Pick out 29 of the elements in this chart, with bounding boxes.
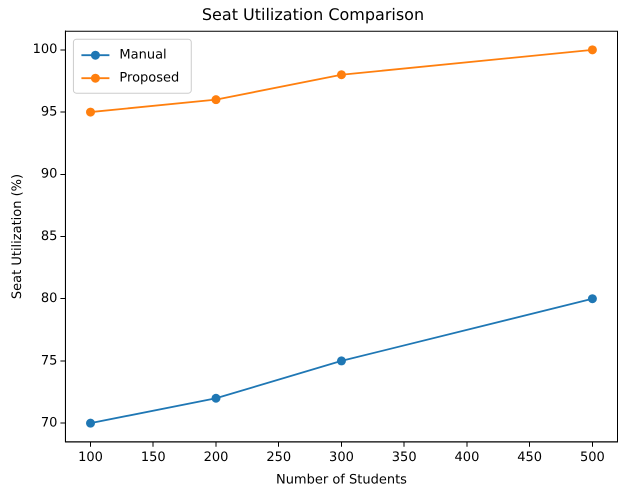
x-axis-title: Number of Students [276,472,408,488]
x-tick-label: 100 [78,450,103,465]
point [86,108,96,117]
point [211,394,220,403]
x-tick-label: 150 [140,450,166,465]
y-tick-label: 85 [40,228,58,244]
point [588,45,597,54]
x-tick-label: 300 [329,450,354,465]
x-tick-label: 350 [392,450,417,465]
point [336,356,346,366]
point [86,418,96,428]
point [211,95,220,104]
x-tick-label: 200 [204,450,228,465]
y-tick-label: 95 [40,104,58,120]
point [336,70,346,80]
legend-label: Manual [119,48,167,63]
x-tick-label: 400 [454,450,480,465]
y-tick-label: 70 [40,416,58,431]
chart-title: Seat Utilization Comparison [202,4,424,24]
legend-label: Proposed [119,70,180,86]
point [588,294,597,304]
y-tick-label: 90 [40,166,58,182]
y-tick-label: 75 [40,353,58,368]
x-tick-label: 500 [580,450,605,465]
y-axis-title: Seat Utilization (%) [10,174,26,300]
y-tick-label: 100 [32,42,58,58]
x-tick-label: 450 [517,450,542,465]
x-tick-label: 250 [266,450,292,465]
y-tick-label: 80 [40,291,58,306]
